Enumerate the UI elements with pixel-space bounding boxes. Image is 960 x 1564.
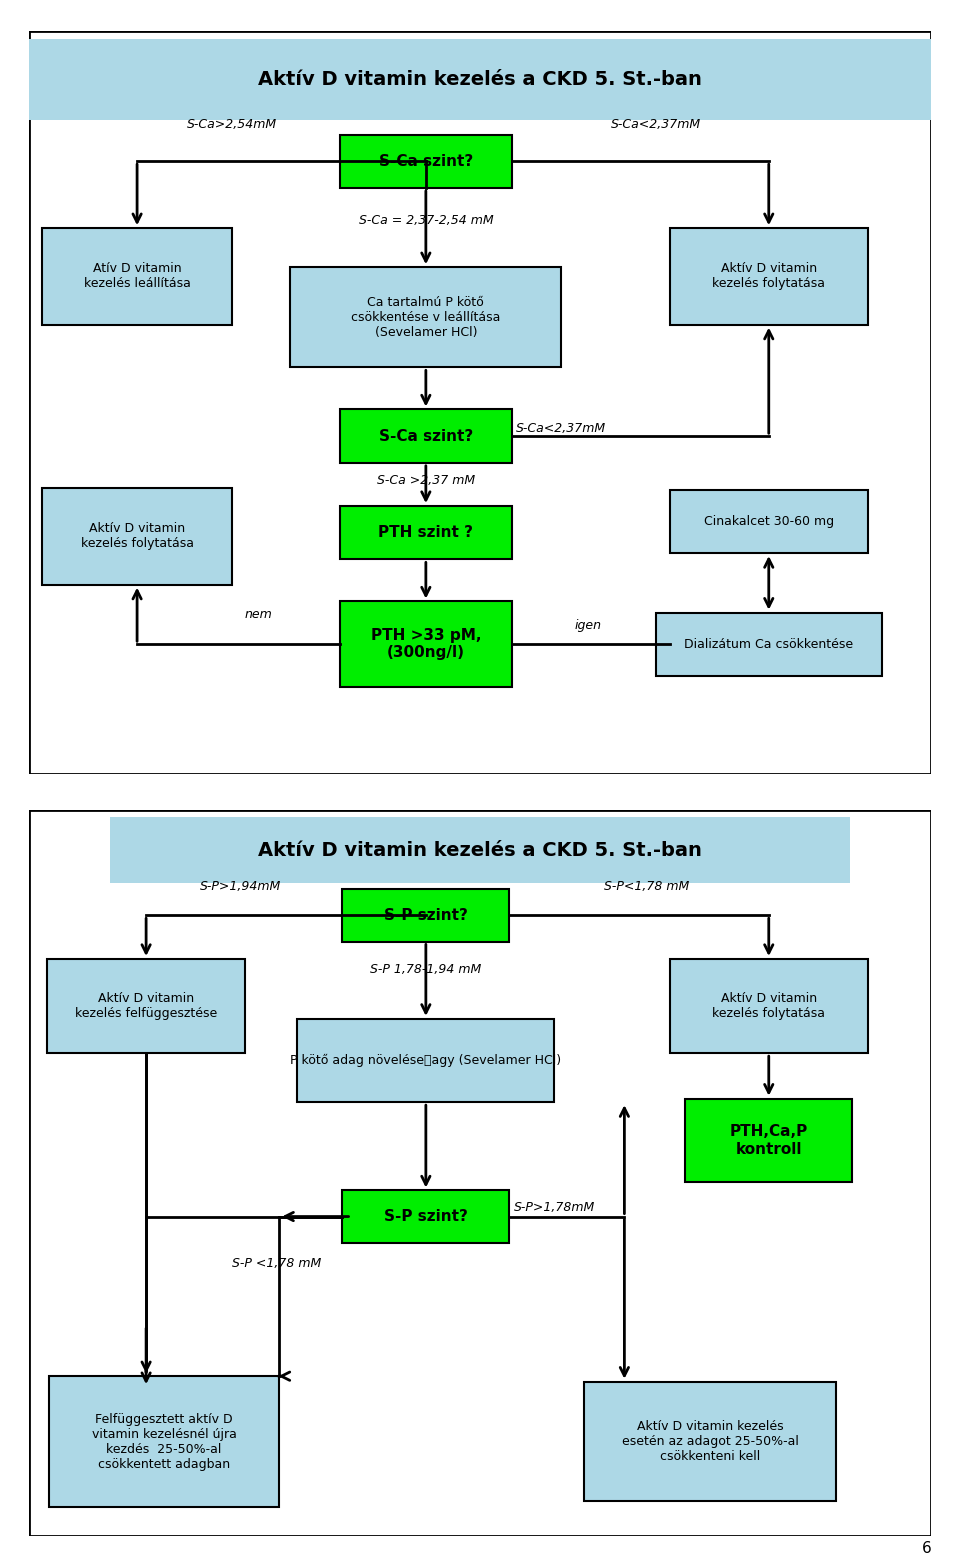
Text: PTH,Ca,P
kontroll: PTH,Ca,P kontroll [730,1125,808,1156]
Text: Atív D vitamin
kezelés leállítása: Atív D vitamin kezelés leállítása [84,263,190,291]
Text: S-P <1,78 mM: S-P <1,78 mM [232,1257,322,1270]
Text: PTH >33 pM,
(300ng/l): PTH >33 pM, (300ng/l) [371,629,481,660]
FancyBboxPatch shape [669,959,868,1053]
FancyBboxPatch shape [29,39,931,120]
Text: P kötő adag növeléseagy (Sevelamer HCl): P kötő adag növelése agy (Sevelamer HCl) [290,1054,562,1067]
Text: Ca tartalmú P kötő
csökkentése v leállítása
(Sevelamer HCl): Ca tartalmú P kötő csökkentése v leállít… [351,296,500,339]
FancyBboxPatch shape [669,228,868,325]
Text: Aktív D vitamin
kezelés folytatása: Aktív D vitamin kezelés folytatása [712,263,826,291]
Text: S-P>1,78mM: S-P>1,78mM [514,1201,595,1214]
Text: Aktív D vitamin kezelés a CKD 5. St.-ban: Aktív D vitamin kezelés a CKD 5. St.-ban [258,840,702,860]
Text: Aktív D vitamin
kezelés folytatása: Aktív D vitamin kezelés folytatása [81,522,194,551]
FancyBboxPatch shape [669,490,868,554]
FancyBboxPatch shape [47,959,246,1053]
FancyBboxPatch shape [29,31,931,774]
Text: S-P>1,94mM: S-P>1,94mM [201,881,281,893]
Text: PTH szint ?: PTH szint ? [378,526,473,540]
Text: S-Ca<2,37mM: S-Ca<2,37mM [516,422,606,435]
FancyBboxPatch shape [340,135,512,188]
FancyBboxPatch shape [685,1098,852,1182]
Text: Aktív D vitamin kezelés a CKD 5. St.-ban: Aktív D vitamin kezelés a CKD 5. St.-ban [258,70,702,89]
Text: Cinakalcet 30-60 mg: Cinakalcet 30-60 mg [704,515,834,529]
FancyBboxPatch shape [340,602,512,687]
FancyBboxPatch shape [49,1376,279,1506]
Text: S-Ca >2,37 mM: S-Ca >2,37 mM [376,474,475,488]
Text: S-Ca<2,37mM: S-Ca<2,37mM [611,117,701,131]
Text: S-P szint?: S-P szint? [384,1209,468,1225]
FancyBboxPatch shape [29,810,931,1536]
FancyBboxPatch shape [656,613,881,676]
FancyBboxPatch shape [584,1381,836,1501]
Text: S-Ca szint?: S-Ca szint? [379,153,473,169]
FancyBboxPatch shape [42,488,231,585]
FancyBboxPatch shape [343,1190,510,1243]
FancyBboxPatch shape [343,890,510,942]
Text: S-Ca>2,54mM: S-Ca>2,54mM [187,117,276,131]
Text: S-Ca szint?: S-Ca szint? [379,429,473,444]
FancyBboxPatch shape [291,267,562,368]
FancyBboxPatch shape [340,507,512,560]
Text: nem: nem [245,608,273,621]
Text: Felfüggesztett aktív D
vitamin kezelésnél újra
kezdés  25-50%-al
csökkentett ada: Felfüggesztett aktív D vitamin kezelésné… [92,1412,236,1470]
Text: Aktív D vitamin kezelés
esetén az adagot 25-50%-al
csökkenteni kell: Aktív D vitamin kezelés esetén az adagot… [622,1420,799,1462]
Text: Aktív D vitamin
kezelés folytatása: Aktív D vitamin kezelés folytatása [712,992,826,1020]
FancyBboxPatch shape [340,410,512,463]
Text: 6: 6 [922,1541,931,1556]
Text: S-P szint?: S-P szint? [384,907,468,923]
Text: igen: igen [575,619,602,632]
Text: S-P<1,78 mM: S-P<1,78 mM [604,881,689,893]
Text: S-Ca = 2,37-2,54 mM: S-Ca = 2,37-2,54 mM [358,214,493,227]
FancyBboxPatch shape [298,1018,555,1103]
Text: Aktív D vitamin
kezelés felfüggesztése: Aktív D vitamin kezelés felfüggesztése [75,992,217,1020]
Text: S-P 1,78-1,94 mM: S-P 1,78-1,94 mM [371,963,482,976]
Text: Dializátum Ca csökkentése: Dializátum Ca csökkentése [684,638,853,651]
FancyBboxPatch shape [42,228,231,325]
FancyBboxPatch shape [110,818,850,882]
